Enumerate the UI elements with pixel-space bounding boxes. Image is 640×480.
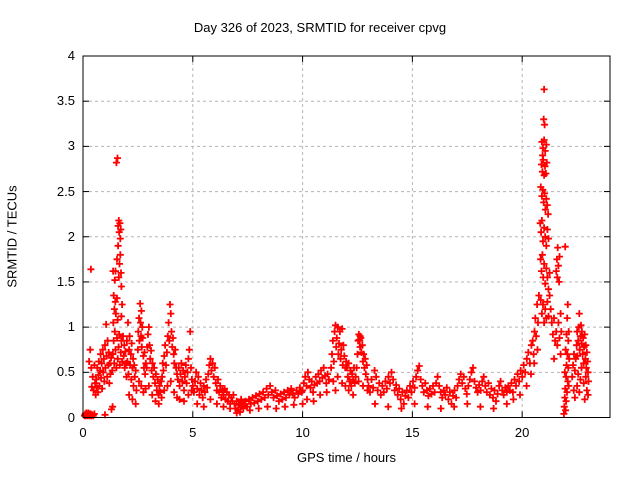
x-axis-label: GPS time / hours	[297, 450, 396, 465]
x-tick-label: 0	[79, 424, 87, 440]
x-tick-label: 10	[295, 424, 310, 440]
chart-title: Day 326 of 2023, SRMTID for receiver cpv…	[193, 20, 447, 35]
y-axis-label: SRMTID / TECUs	[4, 185, 20, 288]
x-tick-label: 15	[405, 424, 420, 440]
x-tick-label: 5	[189, 424, 197, 440]
y-tick-label: 0.5	[56, 364, 75, 380]
series-srmtid-markers	[81, 85, 592, 420]
scatter-points	[81, 85, 592, 420]
x-tick-label: 20	[514, 424, 530, 440]
y-tick-label: 2	[67, 228, 75, 244]
y-tick-label: 1	[67, 319, 75, 335]
y-tick-label: 3.5	[56, 93, 75, 109]
y-tick-label: 3	[67, 138, 75, 154]
axes-and-ticks	[82, 55, 611, 418]
y-tick-label: 2.5	[56, 183, 75, 199]
y-tick-label: 0	[67, 409, 75, 425]
y-tick-label: 1.5	[56, 273, 75, 289]
y-tick-label: 4	[67, 48, 75, 63]
